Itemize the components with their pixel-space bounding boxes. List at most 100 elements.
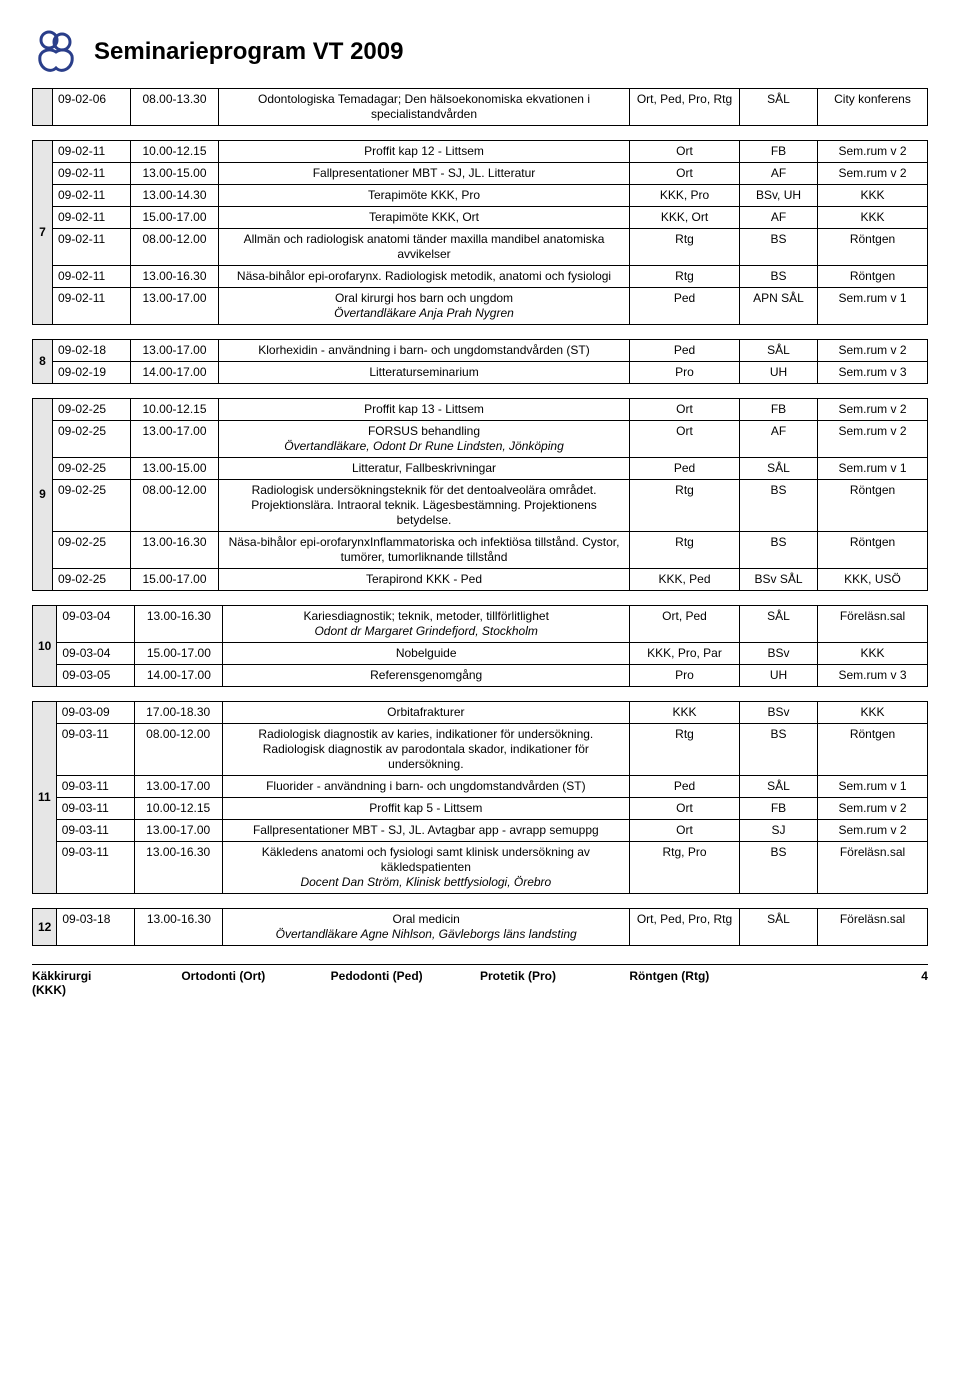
cell-date: 09-02-25 (53, 458, 131, 480)
page-title: Seminarieprogram VT 2009 (94, 38, 403, 66)
cell-location: Sem.rum v 2 (818, 798, 928, 820)
cell-time: 13.00-17.00 (131, 288, 219, 325)
table-row: 09-02-1113.00-15.00Fallpresentationer MB… (33, 163, 928, 185)
cell-location: Sem.rum v 2 (818, 141, 928, 163)
cell-time: 15.00-17.00 (131, 207, 219, 229)
cell-date: 09-03-11 (56, 724, 134, 776)
cell-time: 14.00-17.00 (135, 665, 223, 687)
cell-category: Ort, Ped, Pro, Rtg (630, 89, 740, 126)
cell-responsible: BSv, UH (740, 185, 818, 207)
cell-category: Rtg (630, 480, 740, 532)
cell-location: KKK (818, 702, 928, 724)
cell-location: KKK (818, 207, 928, 229)
cell-description: Kariesdiagnostik; teknik, metoder, tillf… (223, 606, 630, 643)
cell-date: 09-02-25 (53, 399, 131, 421)
cell-time: 08.00-12.00 (131, 229, 219, 266)
cell-location: Sem.rum v 3 (818, 362, 928, 384)
cell-responsible: SJ (740, 820, 818, 842)
cell-location: Föreläsn.sal (818, 606, 928, 643)
cell-date: 09-02-11 (53, 163, 131, 185)
cell-category: KKK, Pro (630, 185, 740, 207)
cell-date: 09-03-11 (56, 776, 134, 798)
table-row: 09-03-1110.00-12.15Proffit kap 5 - Litts… (33, 798, 928, 820)
cell-description: Näsa-bihålor epi-orofarynxInflammatorisk… (219, 532, 630, 569)
cell-description: Terapimöte KKK, Ort (219, 207, 630, 229)
week-marker: 11 (33, 702, 57, 894)
cell-description: Litteraturseminarium (219, 362, 630, 384)
cell-location: Föreläsn.sal (818, 909, 928, 946)
cell-responsible: SÅL (740, 89, 818, 126)
table-row: 09-02-1113.00-14.30Terapimöte KKK, ProKK… (33, 185, 928, 207)
cell-description: Litteratur, Fallbeskrivningar (219, 458, 630, 480)
cell-time: 13.00-14.30 (131, 185, 219, 207)
cell-time: 08.00-13.30 (131, 89, 219, 126)
schedule-block: 809-02-1813.00-17.00Klorhexidin - använd… (32, 339, 928, 384)
cell-responsible: BS (740, 480, 818, 532)
cell-description: Klorhexidin - användning i barn- och ung… (219, 340, 630, 362)
cell-responsible: AF (740, 207, 818, 229)
week-marker: 8 (33, 340, 53, 384)
page-footer: Käkkirurgi (KKK) Ortodonti (Ort) Pedodon… (32, 964, 928, 997)
cell-location: KKK, USÖ (818, 569, 928, 591)
cell-responsible: BSv (740, 643, 818, 665)
cell-location: Sem.rum v 1 (818, 288, 928, 325)
cell-description: FORSUS behandlingÖvertandläkare, Odont D… (219, 421, 630, 458)
cell-responsible: SÅL (740, 340, 818, 362)
table-row: 709-02-1110.00-12.15Proffit kap 12 - Lit… (33, 141, 928, 163)
footer-col-5: Röntgen (Rtg) (629, 969, 778, 997)
table-row: 09-03-0415.00-17.00NobelguideKKK, Pro, P… (33, 643, 928, 665)
cell-category: Pro (630, 362, 740, 384)
footer-page-number: 4 (779, 969, 928, 997)
cell-time: 15.00-17.00 (135, 643, 223, 665)
schedule-block: 1109-03-0917.00-18.30OrbitafrakturerKKKB… (32, 701, 928, 894)
table-row: 09-02-1108.00-12.00Allmän och radiologis… (33, 229, 928, 266)
cell-date: 09-02-11 (53, 288, 131, 325)
table-row: 09-03-1113.00-17.00Fluorider - användnin… (33, 776, 928, 798)
footer-col-3: Pedodonti (Ped) (331, 969, 480, 997)
cell-description: Proffit kap 13 - Littsem (219, 399, 630, 421)
cell-category: Ort, Ped (630, 606, 740, 643)
cell-description: Fallpresentationer MBT - SJ, JL. Avtagba… (222, 820, 629, 842)
schedule-block: 1209-03-1813.00-16.30Oral medicinÖvertan… (32, 908, 928, 946)
cell-category: Rtg (630, 532, 740, 569)
cell-description: Odontologiska Temadagar; Den hälsoekonom… (219, 89, 630, 126)
cell-date: 09-02-11 (53, 185, 131, 207)
cell-category: KKK, Ped (630, 569, 740, 591)
cell-responsible: BS (740, 266, 818, 288)
cell-description: Radiologisk undersökningsteknik för det … (219, 480, 630, 532)
footer-col-4: Protetik (Pro) (480, 969, 629, 997)
cell-category: Ped (630, 458, 740, 480)
cell-category: Ped (630, 776, 740, 798)
tables-container: 09-02-0608.00-13.30Odontologiska Temadag… (32, 88, 928, 946)
cell-category: Rtg (630, 266, 740, 288)
cell-category: Ort (630, 820, 740, 842)
table-row: 09-03-1113.00-16.30Käkledens anatomi och… (33, 842, 928, 894)
cell-time: 08.00-12.00 (134, 724, 222, 776)
cell-responsible: BS (740, 842, 818, 894)
cell-location: Föreläsn.sal (818, 842, 928, 894)
cell-location: Sem.rum v 2 (818, 340, 928, 362)
cell-responsible: BSv (740, 702, 818, 724)
cell-responsible: BS (740, 532, 818, 569)
cell-time: 13.00-17.00 (134, 820, 222, 842)
cell-date: 09-02-06 (53, 89, 131, 126)
cell-category: Ort (630, 163, 740, 185)
cell-date: 09-02-11 (53, 207, 131, 229)
cell-description: Terapimöte KKK, Pro (219, 185, 630, 207)
cell-location: Sem.rum v 1 (818, 776, 928, 798)
cell-location: Sem.rum v 2 (818, 421, 928, 458)
cell-time: 17.00-18.30 (134, 702, 222, 724)
cell-time: 13.00-17.00 (131, 340, 219, 362)
cell-description: Oral kirurgi hos barn och ungdomÖvertand… (219, 288, 630, 325)
table-row: 09-02-2515.00-17.00Terapirond KKK - PedK… (33, 569, 928, 591)
cell-category: Ort, Ped, Pro, Rtg (630, 909, 740, 946)
cell-responsible: FB (740, 399, 818, 421)
cell-location: Röntgen (818, 229, 928, 266)
table-row: 09-03-0514.00-17.00ReferensgenomgångProU… (33, 665, 928, 687)
logo-icon (32, 28, 80, 76)
table-row: 09-02-2513.00-15.00Litteratur, Fallbeskr… (33, 458, 928, 480)
cell-date: 09-03-11 (56, 842, 134, 894)
cell-description: Oral medicinÖvertandläkare Agne Nihlson,… (223, 909, 630, 946)
cell-responsible: SÅL (740, 458, 818, 480)
cell-location: Röntgen (818, 532, 928, 569)
